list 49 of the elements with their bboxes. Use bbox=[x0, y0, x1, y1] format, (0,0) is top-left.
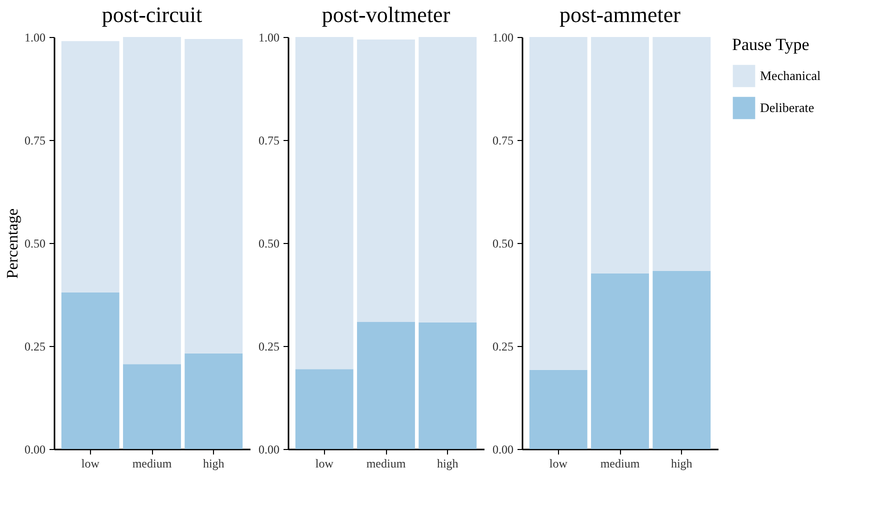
bar bbox=[357, 322, 415, 449]
y-tick-label: 0.75 bbox=[258, 134, 280, 148]
y-tick-label: 0.75 bbox=[492, 134, 514, 148]
bar bbox=[295, 369, 354, 449]
x-tick-label: low bbox=[315, 456, 334, 470]
legend-title: Pause Type bbox=[732, 35, 810, 54]
y-tick-label: 0.75 bbox=[24, 134, 46, 148]
x-tick-label: high bbox=[202, 456, 224, 470]
bar bbox=[529, 370, 588, 449]
y-tick-label: 0.50 bbox=[24, 236, 46, 250]
bar bbox=[357, 39, 415, 322]
x-tick-label: low bbox=[81, 456, 100, 470]
y-tick-label: 0.00 bbox=[24, 442, 46, 456]
y-tick-label: 1.00 bbox=[492, 30, 514, 44]
y-tick-label: 1.00 bbox=[24, 30, 46, 44]
y-tick-label: 1.00 bbox=[258, 30, 280, 44]
bar bbox=[418, 37, 477, 323]
bar bbox=[61, 41, 120, 292]
bar bbox=[529, 37, 588, 370]
x-tick-label: medium bbox=[366, 456, 406, 470]
y-tick-label: 0.00 bbox=[258, 442, 280, 456]
bar bbox=[652, 271, 711, 449]
chart-title: post-voltmeter bbox=[322, 2, 451, 27]
y-tick-label: 0.25 bbox=[258, 340, 280, 354]
y-axis-title: Percentage bbox=[4, 208, 22, 279]
bar bbox=[184, 39, 243, 354]
x-tick-label: high bbox=[670, 456, 692, 470]
y-tick-label: 0.00 bbox=[492, 442, 514, 456]
y-tick-label: 0.50 bbox=[258, 236, 280, 250]
bar bbox=[418, 322, 477, 449]
x-tick-label: medium bbox=[132, 456, 172, 470]
chart-title: post-ammeter bbox=[560, 2, 682, 27]
bar bbox=[184, 353, 243, 449]
bar bbox=[123, 37, 181, 364]
bar bbox=[652, 37, 711, 272]
bar bbox=[591, 37, 649, 274]
y-tick-label: 0.50 bbox=[492, 236, 514, 250]
bar bbox=[295, 37, 354, 370]
bar bbox=[591, 273, 649, 449]
legend-label: Deliberate bbox=[760, 100, 814, 115]
bar bbox=[123, 364, 181, 449]
chart-title: post-circuit bbox=[102, 2, 202, 27]
y-tick-label: 0.25 bbox=[492, 340, 514, 354]
x-tick-label: medium bbox=[600, 456, 640, 470]
x-tick-label: low bbox=[549, 456, 568, 470]
x-tick-label: high bbox=[436, 456, 458, 470]
legend-label: Mechanical bbox=[760, 68, 822, 83]
bar bbox=[61, 292, 120, 449]
y-tick-label: 0.25 bbox=[24, 340, 46, 354]
